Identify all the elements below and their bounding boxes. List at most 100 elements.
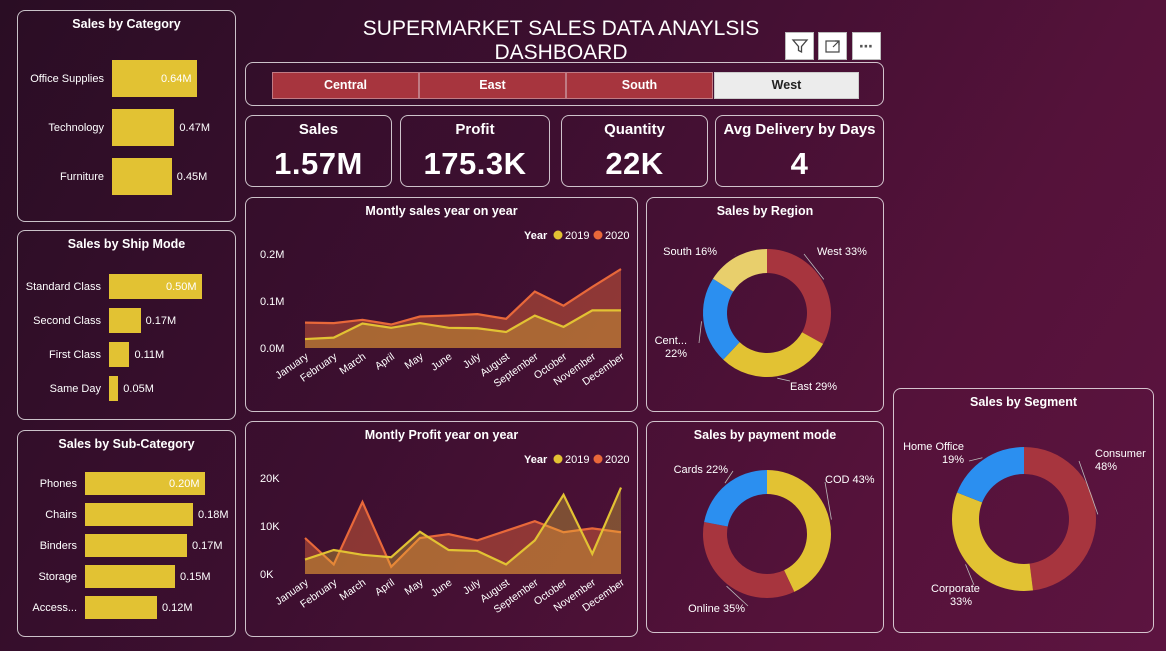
series-line-2019[interactable] [304, 309, 621, 341]
slicer-west[interactable]: West [714, 72, 859, 99]
x-tick-label: April [373, 577, 397, 599]
legend-title: Year [524, 454, 548, 466]
bar-category-label: Same Day [49, 382, 101, 395]
slice-label-percent: 22% [665, 348, 687, 360]
bar-row: Binders 0.17M [18, 534, 235, 557]
slice-label: West 33% [817, 246, 867, 258]
x-tick-label: May [402, 350, 426, 372]
sales-by-ship-mode-card: Sales by Ship Mode Standard Class 0.50M Se… [17, 230, 236, 420]
legend-label: 2019 [565, 454, 589, 466]
more-options-button[interactable]: ⋯ [852, 32, 881, 60]
bar-value-label: 0.17M [145, 314, 177, 327]
x-tick-label: March [337, 577, 368, 604]
bar[interactable] [109, 274, 202, 299]
bar-category-label: Office Supplies [30, 72, 104, 85]
donut-slice-cards[interactable] [704, 470, 767, 527]
focus-mode-button[interactable] [818, 32, 847, 60]
bar-category-label: Furniture [59, 170, 104, 183]
area-fill-2020 [305, 269, 621, 348]
bar-row: First Class 0.11M [18, 342, 235, 367]
bar-chart-category: Office Supplies 0.64M Technology 0.47M Furni… [18, 11, 235, 221]
donut-slice-central[interactable] [703, 278, 740, 360]
slicer-east[interactable]: East [419, 72, 566, 99]
chart-title: Sales by Region [716, 204, 814, 218]
bar-row: Furniture 0.45M [18, 158, 235, 195]
bar[interactable] [85, 534, 187, 557]
bar[interactable] [85, 596, 157, 619]
bar-row: Standard Class 0.50M [18, 274, 235, 299]
chart-title: Sales by payment mode [693, 428, 837, 442]
bar-category-label: Chairs [45, 508, 77, 521]
bar-row: Storage 0.15M [18, 565, 235, 588]
legend-swatch-2020 [593, 230, 603, 240]
filter-button[interactable] [785, 32, 814, 60]
bar-row: Second Class 0.17M [18, 308, 235, 333]
bar-category-label: Access... [32, 601, 77, 614]
y-tick-label: 20K [260, 473, 280, 485]
bar-value-label: 0.45M [176, 170, 208, 183]
slicer-central[interactable]: Central [272, 72, 419, 99]
leader-line [777, 377, 791, 382]
donut-slice-consumer[interactable] [1024, 447, 1096, 591]
sales-by-category-card: Sales by Category Office Supplies 0.64M Te… [17, 10, 236, 222]
kpi-label: Quantity [604, 121, 665, 138]
legend-swatch-2020 [593, 454, 603, 464]
bar[interactable] [85, 565, 175, 588]
leader-line [726, 585, 749, 607]
focus-mode-icon [824, 40, 840, 53]
bar-category-label: Binders [39, 539, 77, 552]
kpi-profit: Profit 175.3K [400, 115, 550, 187]
bar[interactable] [112, 109, 175, 146]
bar[interactable] [109, 308, 141, 333]
series-line-2020[interactable] [304, 499, 622, 569]
sales-by-region-card: Sales by Region West 33% East 29% Cent... 2… [646, 197, 884, 412]
sales-by-payment-card: Sales by payment mode COD 43% Online 35% C… [646, 421, 884, 633]
slice-label: Home Office [903, 441, 964, 453]
slice-label: Cards 22% [674, 464, 729, 476]
donut-slice-south[interactable] [712, 249, 767, 292]
bar-row: Technology 0.47M [18, 109, 235, 146]
bar-value-label: 0.12M [162, 601, 193, 614]
more-options-icon: ⋯ [859, 37, 874, 54]
slice-label: Corporate [931, 583, 980, 595]
bar[interactable] [109, 376, 119, 401]
bar-value-label: 0.17M [192, 539, 223, 552]
bar[interactable] [85, 503, 193, 526]
bar-row: Same Day 0.05M [18, 376, 235, 401]
slice-label: Cent... [655, 335, 687, 347]
kpi-value: 175.3K [423, 146, 527, 181]
region-slicer: Central East South West [245, 62, 884, 106]
legend-label: 2020 [605, 230, 629, 242]
chart-title: Sales by Segment [970, 395, 1077, 409]
bar[interactable] [85, 472, 205, 495]
leader-line [824, 481, 832, 520]
slicer-south[interactable]: South [566, 72, 713, 99]
dashboard-title: SUPERMARKET SALES DATA ANAYLSIS DASHBOAR… [362, 17, 760, 64]
leader-line [698, 321, 702, 344]
bar-category-label: First Class [49, 348, 101, 361]
legend-label: 2020 [605, 454, 629, 466]
bar-value-label: 0.47M [179, 121, 210, 134]
series-line-2019[interactable] [304, 487, 623, 566]
bar-value-label: 0.18M [198, 508, 229, 521]
bar[interactable] [109, 342, 130, 367]
donut-slice-corporate[interactable] [952, 492, 1034, 591]
bar[interactable] [112, 60, 197, 97]
bar-value-label: 0.15M [180, 570, 211, 583]
bar-value-label: 0.50M [166, 280, 197, 293]
chart-title: Sales by Sub-Category [58, 437, 195, 451]
donut-slice-west[interactable] [767, 249, 831, 344]
slice-label-percent: 33% [950, 596, 972, 608]
donut-slice-east[interactable] [723, 332, 824, 377]
kpi-value: 4 [790, 146, 809, 181]
sales-by-segment-card: Sales by Segment Consumer 48% Corporate 33%… [893, 388, 1154, 633]
bar[interactable] [112, 158, 172, 195]
donut-slice-online[interactable] [703, 522, 795, 598]
donut-slice-cod[interactable] [767, 470, 831, 592]
monthly-sales-card: Montly sales year on year Year 2019 2020 0.… [245, 197, 638, 412]
series-line-2020[interactable] [304, 268, 622, 326]
donut-slice-home-office[interactable] [957, 447, 1024, 503]
payment-donut-chart: COD 43% Online 35% Cards 22% [674, 464, 875, 615]
chart-title: Montly Profit year on year [364, 428, 519, 442]
